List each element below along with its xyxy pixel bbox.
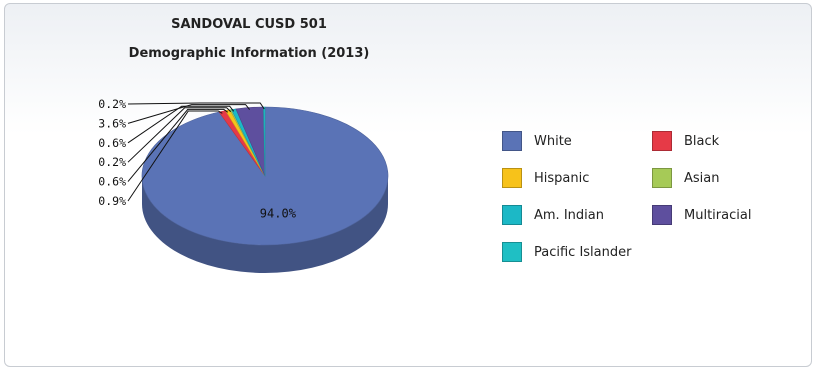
pie-label-multiracial: 3.6% (98, 116, 126, 130)
pie-label-am-indian: 0.6% (98, 136, 126, 150)
legend-item-multiracial[interactable]: Multiracial (652, 204, 751, 226)
legend-swatch (652, 205, 672, 225)
leader-line-hispanic (127, 108, 229, 182)
legend-label: Hispanic (534, 170, 590, 186)
pie-label-black: 0.9% (98, 194, 126, 208)
pie-label-asian: 0.2% (98, 155, 126, 169)
legend-label: White (534, 133, 572, 149)
legend-item-hispanic[interactable]: Hispanic (502, 167, 589, 189)
legend-item-white[interactable]: White (502, 130, 572, 152)
leader-line-asian (127, 107, 232, 163)
pie-label-pacific-islander: 0.2% (98, 97, 126, 111)
chart-subtitle: Demographic Information (2013) (128, 46, 370, 61)
pie-leader-lines (127, 102, 265, 202)
leader-line-multiracial (127, 104, 250, 124)
legend-label: Black (684, 133, 720, 149)
legend-swatch (652, 131, 672, 151)
legend-swatch (502, 131, 522, 151)
legend-item-black[interactable]: Black (652, 130, 719, 152)
legend-item-asian[interactable]: Asian (652, 167, 719, 189)
legend-swatch (502, 242, 522, 262)
pie-slice-white (141, 106, 389, 246)
legend-item-am-indian[interactable]: Am. Indian (502, 204, 604, 226)
pie-side-white (142, 176, 388, 273)
pie-side (142, 176, 388, 273)
legend-swatch (502, 205, 522, 225)
pie-label-white: 94.0% (260, 206, 297, 220)
legend-swatch (652, 168, 672, 188)
legend-item-pacific-islander[interactable]: Pacific Islander (502, 241, 631, 263)
pie-label-hispanic: 0.6% (98, 175, 126, 189)
leader-line-pacific-islander (127, 102, 265, 110)
legend-label: Multiracial (684, 207, 752, 223)
legend-label: Am. Indian (534, 207, 604, 223)
leader-line-black (127, 110, 223, 202)
pie-top (141, 106, 389, 246)
chart-title: SANDOVAL CUSD 501 (171, 17, 327, 32)
legend-label: Pacific Islander (534, 244, 632, 260)
legend-label: Asian (684, 170, 720, 186)
legend-swatch (502, 168, 522, 188)
leader-line-am-indian (127, 105, 235, 144)
pie-labels: 94.0% 0.2% 3.6% 0.6% 0.2% 0.6% 0.9% (98, 97, 296, 220)
